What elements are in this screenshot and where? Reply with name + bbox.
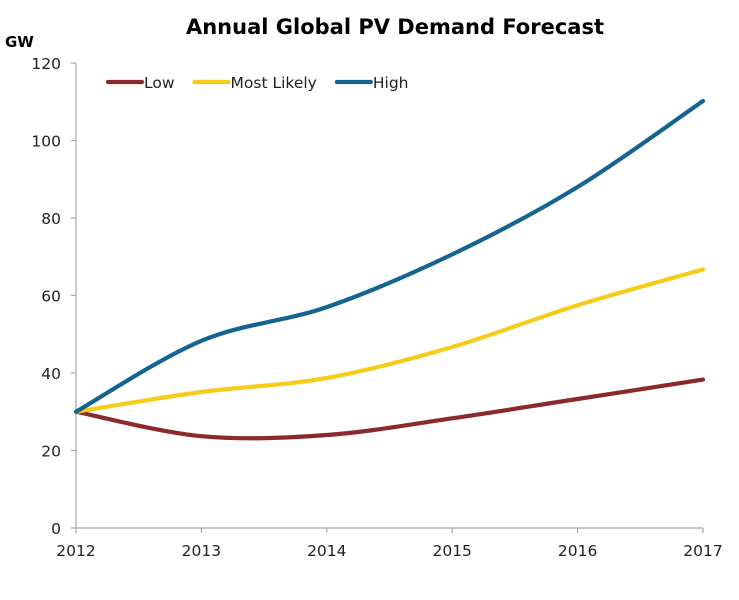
series-line-low: [73, 377, 706, 441]
legend-item-low: Low: [105, 74, 175, 92]
x-tick-label: 2017: [683, 542, 722, 560]
series-line-high: [73, 98, 706, 414]
legend-label-high: High: [373, 74, 409, 92]
x-tick-label: 2015: [432, 542, 471, 560]
x-tick-label: 2016: [558, 542, 597, 560]
y-tick-label: 60: [41, 288, 61, 306]
chart-title: Annual Global PV Demand Forecast: [186, 15, 604, 39]
series-line-most-likely: [73, 267, 706, 414]
y-tick-label: 40: [41, 365, 61, 383]
series-group: [73, 98, 706, 441]
legend-label-low: Low: [144, 74, 175, 92]
y-tick-label: 0: [51, 520, 61, 538]
legend-label-most-likely: Most Likely: [231, 74, 317, 92]
x-tick-label: 2013: [182, 542, 221, 560]
y-tick-label: 100: [31, 133, 61, 151]
legend-item-high: High: [334, 74, 409, 92]
x-tick-label: 2012: [56, 542, 95, 560]
legend: Low Most Likely High: [105, 74, 409, 92]
axes: 0 20 40 60 80 100 120 2012 2013 2014 2015 2016 2017: [31, 55, 722, 560]
x-tick-label: 2014: [307, 542, 346, 560]
y-tick-label: 20: [41, 443, 61, 461]
legend-item-most-likely: Most Likely: [192, 74, 317, 92]
y-tick-label: 120: [31, 55, 61, 73]
y-tick-label: 80: [41, 210, 61, 228]
y-axis-unit-label: GW: [5, 33, 34, 51]
